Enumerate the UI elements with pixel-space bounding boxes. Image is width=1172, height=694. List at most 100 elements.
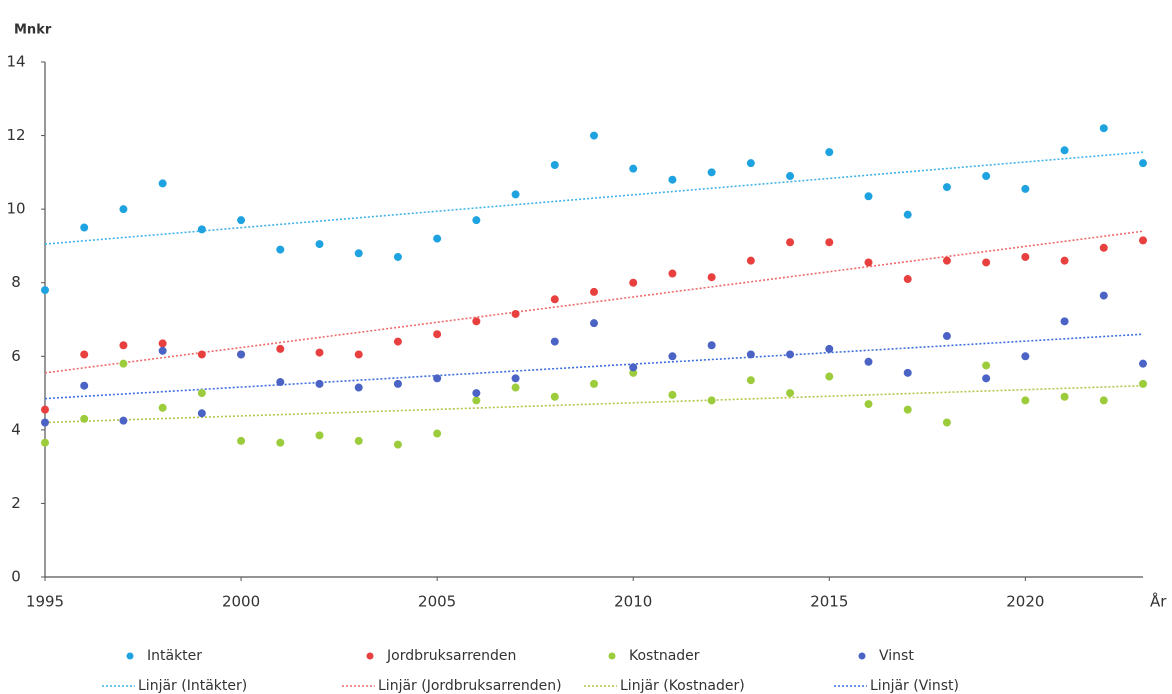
data-point — [629, 164, 638, 173]
y-tick-label: 10 — [6, 200, 25, 218]
data-point — [942, 332, 951, 341]
data-point — [1099, 291, 1108, 300]
data-point — [511, 383, 520, 392]
data-point — [707, 273, 716, 282]
data-point — [315, 240, 324, 249]
data-point — [550, 295, 559, 304]
y-tick-label: 6 — [11, 347, 21, 365]
data-point — [825, 148, 834, 157]
data-point — [237, 436, 246, 445]
legend-label: Linjär (Intäkter) — [138, 678, 247, 694]
data-point — [41, 405, 49, 414]
data-point — [982, 374, 991, 383]
data-point — [746, 376, 755, 385]
data-point — [707, 396, 716, 405]
data-point — [1060, 146, 1069, 155]
data-point — [1139, 159, 1147, 168]
data-point — [158, 179, 167, 188]
data-point — [825, 344, 834, 353]
data-point — [276, 378, 285, 387]
data-point — [1060, 256, 1069, 265]
data-point — [629, 363, 638, 372]
data-point — [864, 357, 873, 366]
data-point — [668, 175, 677, 184]
x-tick-label: 2015 — [810, 593, 848, 611]
data-point — [276, 344, 285, 353]
data-point — [315, 431, 324, 440]
data-point — [942, 183, 951, 192]
data-point — [1139, 236, 1147, 245]
data-point — [982, 172, 991, 181]
data-point — [1021, 352, 1030, 361]
data-point — [707, 168, 716, 177]
data-point — [1099, 243, 1108, 252]
x-tick-label: 2020 — [1006, 593, 1044, 611]
data-point — [472, 216, 481, 225]
data-point — [864, 258, 873, 267]
data-point — [472, 317, 481, 326]
data-point — [590, 131, 598, 140]
data-point — [393, 379, 402, 388]
data-point — [903, 368, 912, 377]
data-point — [746, 350, 755, 359]
data-point — [472, 396, 481, 405]
legend-label: Jordbruksarrenden — [386, 648, 516, 664]
data-point — [1099, 124, 1108, 133]
data-point — [237, 350, 246, 359]
data-point — [786, 389, 795, 398]
data-point — [746, 159, 755, 168]
data-point — [942, 418, 951, 427]
data-point — [158, 346, 167, 355]
data-point — [629, 368, 638, 377]
data-point — [746, 256, 755, 265]
data-point — [1139, 359, 1147, 368]
data-point — [354, 249, 363, 258]
data-point — [1021, 396, 1030, 405]
data-point — [864, 400, 873, 409]
x-tick-label: 2010 — [614, 593, 652, 611]
data-point — [590, 379, 598, 388]
data-point — [590, 319, 598, 328]
data-point — [629, 278, 638, 287]
data-point — [354, 436, 363, 445]
data-point — [982, 258, 991, 267]
data-point — [41, 418, 49, 427]
data-point — [590, 287, 598, 296]
trend-line — [44, 151, 1144, 245]
data-point — [1060, 392, 1069, 401]
data-point — [550, 392, 559, 401]
data-point — [786, 238, 795, 247]
data-point — [1099, 396, 1108, 405]
legend-marker — [608, 652, 616, 660]
data-point — [393, 252, 402, 261]
data-point — [276, 438, 285, 447]
data-point — [197, 389, 206, 398]
data-point — [119, 359, 128, 368]
data-point — [237, 216, 246, 225]
data-point — [786, 350, 795, 359]
data-point — [511, 309, 520, 318]
data-point — [433, 374, 442, 383]
data-point — [158, 339, 167, 348]
data-point — [433, 234, 442, 243]
data-point — [903, 405, 912, 414]
data-point — [668, 352, 677, 361]
data-point — [707, 341, 716, 350]
data-point — [668, 269, 677, 278]
data-point — [550, 161, 559, 169]
x-axis-label: År — [1150, 592, 1167, 611]
y-tick-label: 2 — [11, 494, 21, 512]
trend-line — [44, 384, 1144, 424]
legend-marker — [858, 652, 866, 660]
data-point — [197, 350, 206, 359]
x-tick-label: 2000 — [222, 593, 260, 611]
legend-marker — [366, 652, 374, 660]
trend-line — [44, 333, 1144, 400]
legend-label: Linjär (Kostnader) — [620, 678, 745, 694]
data-point — [119, 205, 128, 214]
data-point — [472, 389, 481, 398]
data-point — [1139, 379, 1147, 388]
data-point — [80, 223, 89, 232]
y-tick-label: 4 — [11, 420, 21, 438]
